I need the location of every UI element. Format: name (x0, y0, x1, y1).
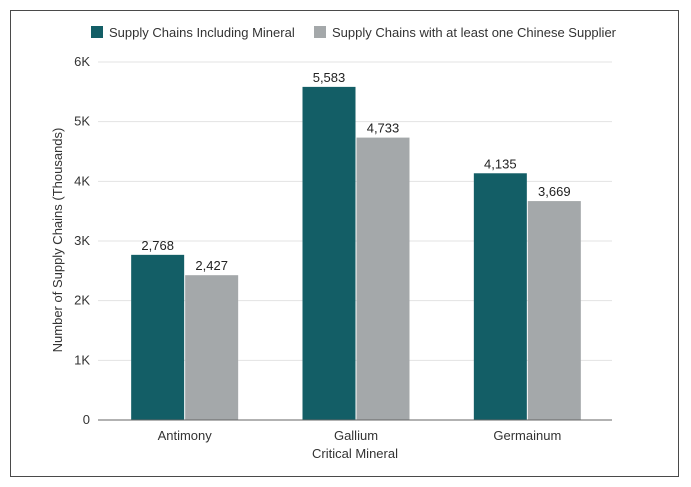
bar-gallium-series-1 (302, 86, 356, 421)
y-tick-label: 1K (74, 352, 90, 367)
data-label: 2,427 (195, 258, 228, 273)
x-tick-label: Antimony (158, 428, 213, 443)
x-tick-label: Germainum (493, 428, 561, 443)
y-tick-label: 2K (74, 293, 90, 308)
y-axis-title: Number of Supply Chains (Thousands) (50, 128, 65, 353)
y-tick-label: 0 (83, 412, 90, 427)
data-label: 2,768 (141, 238, 174, 253)
data-label: 4,135 (484, 156, 517, 171)
legend-label-series-2: Supply Chains with at least one Chinese … (332, 25, 617, 40)
legend-swatch-series-1 (91, 26, 103, 38)
x-axis-title: Critical Mineral (312, 446, 398, 461)
data-label: 4,733 (367, 121, 400, 136)
legend-label-series-1: Supply Chains Including Mineral (109, 25, 295, 40)
bar-antimony-series-1 (131, 254, 185, 420)
data-label: 3,669 (538, 184, 571, 199)
data-label: 5,583 (313, 70, 346, 85)
y-tick-label: 6K (74, 54, 90, 69)
x-tick-label: Gallium (334, 428, 378, 443)
bar-germainum-series-2 (527, 201, 581, 420)
bar-germainum-series-1 (473, 173, 527, 420)
x-axis-ticks: Antimony Gallium Germainum (158, 428, 562, 443)
legend: Supply Chains Including Mineral Supply C… (91, 25, 617, 40)
y-tick-label: 4K (74, 173, 90, 188)
y-axis-ticks: 0 1K 2K 3K 4K 5K 6K (74, 54, 90, 427)
bar-gallium-series-2 (356, 137, 410, 421)
legend-swatch-series-2 (314, 26, 326, 38)
bar-antimony-series-2 (185, 275, 239, 420)
data-labels: 2,768 2,427 5,583 4,733 4,135 3,669 (141, 70, 570, 273)
y-tick-label: 5K (74, 114, 90, 129)
bars (131, 86, 581, 421)
y-tick-label: 3K (74, 233, 90, 248)
